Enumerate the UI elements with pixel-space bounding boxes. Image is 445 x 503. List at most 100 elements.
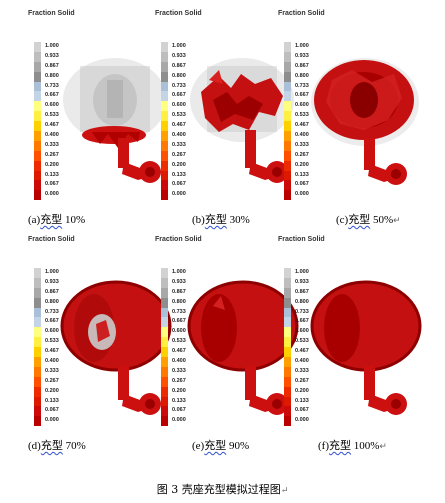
fraction-solid-scale: 1.000 0.933 0.867 0.800 0.733 0.667 0.600 0.533… (284, 268, 309, 427)
scale-value: 0.533 (295, 112, 309, 119)
scale-swatch (161, 396, 168, 407)
scale-value: 0.733 (295, 308, 309, 315)
panel-f: Fraction Solid 1.000 0.933 0.867 0.800 0.733… (278, 236, 423, 458)
scale-value: 0.000 (172, 417, 186, 424)
scale-row: 0.600 (284, 101, 309, 112)
scale-swatch (34, 150, 41, 161)
scale-row: 0.667 (34, 91, 59, 102)
caption-b: (b)充型 30% (192, 214, 250, 226)
scale-swatch (161, 406, 168, 417)
scale-row: 0.733 (34, 81, 59, 92)
scale-value: 0.533 (295, 338, 309, 345)
fraction-solid-scale: 1.000 0.933 0.867 0.800 0.733 0.667 0.600 0.533… (161, 268, 186, 427)
scale-row: 0.800 (161, 297, 186, 308)
scale-swatch (161, 376, 168, 387)
scale-value: 1.000 (295, 269, 309, 275)
scale-value: 0.267 (172, 377, 186, 384)
scale-value: 0.067 (172, 407, 186, 414)
scale-swatch (34, 91, 41, 102)
scale-row: 0.533 (284, 337, 309, 348)
scale-row: 0.333 (161, 140, 186, 151)
scale-swatch (161, 307, 168, 318)
scale-row: 0.067 (34, 180, 59, 191)
scale-row: 0.600 (161, 101, 186, 112)
scale-row: 0.800 (161, 71, 186, 82)
scale-value: 0.467 (295, 122, 309, 129)
scale-swatch (284, 91, 291, 102)
scale-swatch (161, 121, 168, 132)
scale-value: 0.533 (45, 112, 59, 119)
scale-value: 0.333 (172, 141, 186, 148)
scale-value: 0.533 (172, 112, 186, 119)
scale-row: 0.267 (34, 150, 59, 161)
scale-swatch (284, 131, 291, 141)
caption-d: (d)充型 70% (28, 440, 86, 452)
scale-row: 0.867 (34, 61, 59, 72)
scale-row: 0.000 (34, 190, 59, 201)
scale-swatch (284, 140, 291, 151)
scale-row: 0.000 (161, 190, 186, 201)
scale-swatch (161, 150, 168, 161)
scale-row: 0.667 (34, 317, 59, 328)
scale-swatch (284, 51, 291, 62)
scale-row: 0.067 (161, 180, 186, 191)
casting-fill-30 (190, 58, 294, 183)
scale-swatch (161, 61, 168, 72)
scale-swatch (284, 376, 291, 387)
scale-value: 0.400 (295, 358, 309, 365)
figure-caption: 图 3 壳座充型模拟过程图↵ (156, 483, 289, 496)
scale-row: 0.000 (284, 190, 309, 201)
scale-value: 0.067 (45, 407, 59, 414)
scale-value: 0.133 (45, 397, 59, 404)
scale-row: 0.867 (161, 61, 186, 72)
scale-value: 0.333 (172, 367, 186, 374)
scale-value: 0.267 (172, 151, 186, 158)
scale-row: 0.933 (34, 51, 59, 62)
scale-row: 0.400 (161, 357, 186, 367)
scale-row: 0.267 (161, 376, 186, 387)
scale-value: 0.867 (295, 62, 309, 69)
scale-swatch (161, 81, 168, 92)
scale-value: 0.333 (45, 367, 59, 374)
scale-value: 0.800 (172, 72, 186, 79)
scale-value: 0.600 (295, 328, 309, 335)
scale-swatch (161, 366, 168, 377)
casting-fill-100 (310, 280, 422, 415)
scale-swatch (34, 121, 41, 132)
scale-row: 0.067 (284, 406, 309, 417)
scale-row: 0.467 (284, 347, 309, 358)
scale-value: 0.533 (45, 338, 59, 345)
scale-value: 0.467 (45, 348, 59, 355)
scale-value: 0.667 (295, 92, 309, 99)
scale-row: 0.533 (34, 111, 59, 122)
scale-value: 0.200 (295, 161, 309, 168)
scale-swatch (161, 51, 168, 62)
casting-fill-90 (187, 280, 299, 415)
scale-value: 0.800 (45, 72, 59, 79)
scale-swatch (34, 61, 41, 72)
scale-row: 0.867 (284, 61, 309, 72)
scale-value: 0.400 (172, 358, 186, 365)
scale-swatch (161, 277, 168, 288)
scale-swatch (284, 357, 291, 367)
scale-row: 0.733 (34, 307, 59, 318)
scale-swatch (34, 337, 41, 348)
scale-swatch (284, 337, 291, 348)
scale-value: 0.667 (45, 318, 59, 325)
fraction-solid-scale: 1.000 0.933 0.867 0.800 0.733 0.667 0.600 0.533… (34, 268, 59, 427)
scale-value: 0.133 (295, 171, 309, 178)
scale-value: 0.067 (45, 181, 59, 188)
scale-value: 0.400 (295, 132, 309, 139)
scale-swatch (284, 396, 291, 407)
scale-value: 0.867 (172, 62, 186, 69)
scale-swatch (284, 317, 291, 328)
scale-swatch (34, 268, 41, 278)
scale-value: 1.000 (45, 269, 59, 275)
scale-value: 0.267 (45, 151, 59, 158)
scale-row: 0.133 (284, 396, 309, 407)
scale-swatch (161, 170, 168, 181)
scale-swatch (284, 42, 291, 52)
casting-fill-70 (60, 280, 172, 415)
scale-row: 0.133 (161, 170, 186, 181)
scale-value: 0.000 (295, 417, 309, 424)
